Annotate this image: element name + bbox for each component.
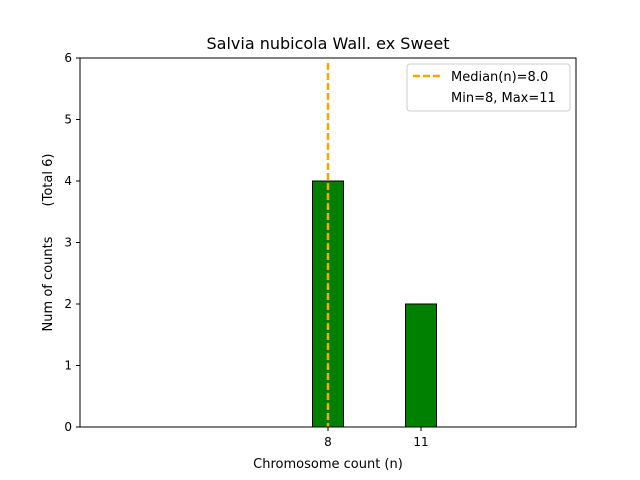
y-tick-label: 4 [64,174,72,188]
chart-title: Salvia nubicola Wall. ex Sweet [207,34,450,53]
x-tick-label: 11 [413,435,428,449]
y-tick-label: 0 [64,420,72,434]
x-tick-label: 8 [324,435,332,449]
y-tick-label: 6 [64,51,72,65]
y-axis: 0 1 2 3 4 5 6 [64,51,80,434]
y-tick-label: 1 [64,359,72,373]
legend-entry-median: Median(n)=8.0 [451,70,548,85]
y-tick-label: 3 [64,236,72,250]
y-axis-label: Num of counts [41,236,56,331]
y-axis-total-label: (Total 6) [41,154,56,207]
bar-11 [405,303,437,428]
y-tick-label: 2 [64,297,72,311]
x-axis-label: Chromosome count (n) [253,457,403,472]
x-axis: 8 11 [324,427,429,449]
y-tick-label: 5 [64,113,72,127]
legend-box [406,63,571,112]
legend: Median(n)=8.0 Min=8, Max=11 [406,63,571,112]
legend-entry-minmax: Min=8, Max=11 [451,91,556,106]
